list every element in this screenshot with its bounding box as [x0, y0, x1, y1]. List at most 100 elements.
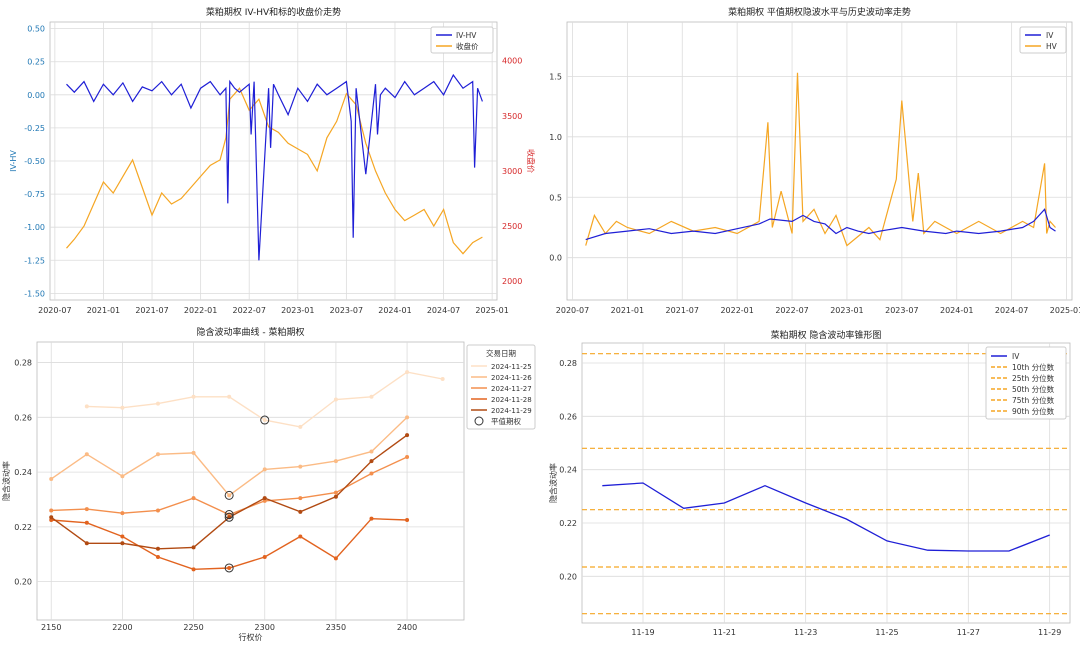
data-point: [298, 464, 303, 469]
y-axis-label: 隐含波动率: [548, 463, 558, 503]
x-tick-label: 2250: [183, 623, 203, 632]
x-tick-label: 2150: [41, 623, 61, 632]
legend-box: [1019, 26, 1067, 54]
data-point: [120, 541, 125, 546]
data-point: [155, 401, 160, 406]
legend-title: 交易日期: [486, 348, 516, 358]
chart-iv-smile: 2150 2200 2250 2300 2350 2400 0.28 0.26 0.24 0.22…: [1, 326, 536, 642]
series-line-close-price: [66, 87, 483, 255]
y-tick-label: -1.25: [24, 256, 45, 265]
x-tick-label: 2300: [255, 623, 275, 632]
data-point: [369, 471, 374, 476]
data-point: [191, 394, 196, 399]
data-point: [155, 452, 160, 457]
plot-frame: [36, 341, 465, 621]
legend-label: 2024-11-29: [491, 407, 532, 415]
y-tick-label: 0.00: [27, 91, 45, 100]
data-point: [227, 565, 232, 570]
data-point: [262, 418, 267, 423]
data-point: [333, 494, 338, 499]
data-point: [155, 546, 160, 551]
atm-marker: [224, 510, 234, 520]
x-tick-label: 11-29: [1038, 628, 1061, 637]
data-point: [84, 452, 89, 457]
data-point: [405, 433, 410, 438]
x-tick-label: 2022-01: [184, 306, 217, 315]
x-tick-label: 11-21: [713, 628, 736, 637]
data-point: [262, 467, 267, 472]
x-tick-label: 2022-07: [775, 306, 808, 315]
x-tick-label: 2025-01: [1050, 306, 1080, 315]
x-tick-label: 11-23: [794, 628, 817, 637]
data-point: [369, 449, 374, 454]
series-line-2024-11-29: [50, 434, 408, 550]
legend-label: 90th 分位数: [1012, 406, 1055, 416]
x-tick-label: 2024-07: [427, 306, 460, 315]
y-axis-label: IV-HV: [9, 150, 18, 172]
data-point: [405, 455, 410, 460]
x-tick-label: 2021-01: [611, 306, 644, 315]
atm-marker: [224, 490, 234, 500]
legend-label: 25th 分位数: [1012, 373, 1055, 383]
data-point: [191, 496, 196, 501]
data-point: [191, 545, 196, 550]
legend-atm-marker: [474, 416, 484, 426]
y2-tick-label: 2500: [502, 222, 522, 231]
x-tick-label: 2025-01: [475, 306, 508, 315]
y-tick-label: -1.50: [24, 289, 45, 298]
data-point: [120, 405, 125, 410]
legend-label: IV-HV: [456, 31, 477, 40]
x-tick-label: 2024-07: [995, 306, 1028, 315]
data-point: [369, 516, 374, 521]
x-axis-label: 行权价: [239, 632, 263, 642]
legend-label: 10th 分位数: [1012, 362, 1055, 372]
y-tick-label: 0.28: [14, 359, 32, 368]
x-tick-label: 2023-07: [885, 306, 918, 315]
data-point: [405, 415, 410, 420]
legend-label: 2024-11-27: [491, 385, 532, 393]
data-point: [298, 496, 303, 501]
x-tick-label: 2021-07: [666, 306, 699, 315]
x-tick-label: 11-27: [957, 628, 980, 637]
data-point: [84, 507, 89, 512]
data-point: [333, 490, 338, 495]
chart-title: 菜粕期权 隐含波动率锥形图: [771, 329, 882, 341]
data-point: [49, 518, 54, 523]
data-point: [227, 394, 232, 399]
y-tick-label: 0.0: [549, 254, 562, 263]
legend-label: 75th 分位数: [1012, 395, 1055, 405]
x-tick-label: 2020-07: [38, 306, 71, 315]
chart-ivhv-price: 2020-07 2021-01 2021-07 2022-01 2022-07 2023-…: [9, 6, 536, 315]
data-point: [369, 394, 374, 399]
data-point: [298, 509, 303, 514]
atm-marker: [224, 512, 234, 522]
y-axis-label: 隐含波动率: [1, 461, 11, 501]
series-line-iv: [585, 208, 1056, 241]
data-point: [405, 518, 410, 523]
y-tick-label: 1.5: [549, 72, 562, 81]
chart-title: 隐含波动率曲线 - 菜粕期权: [197, 326, 305, 338]
y-tick-label: -1.00: [24, 223, 45, 232]
plot-frame: [566, 21, 1073, 301]
x-tick-label: 2200: [112, 623, 132, 632]
data-point: [405, 370, 410, 375]
y2-tick-label: 4000: [502, 57, 522, 66]
y-tick-label: 0.26: [14, 413, 32, 422]
data-point: [155, 555, 160, 560]
y-tick-label: 0.5: [549, 193, 562, 202]
y-tick-label: 0.24: [559, 466, 577, 475]
data-point: [262, 496, 267, 501]
legend-label: 2024-11-26: [491, 374, 532, 382]
legend: IV HV: [1019, 26, 1067, 54]
y-tick-label: 1.0: [549, 133, 562, 142]
y-tick-label: 0.22: [559, 519, 577, 528]
y-tick-label: 0.20: [14, 578, 32, 587]
data-point: [298, 424, 303, 429]
y2-tick-label: 3500: [502, 112, 522, 121]
data-point: [333, 556, 338, 561]
atm-marker: [260, 415, 270, 425]
y-tick-label: -0.50: [24, 157, 45, 166]
